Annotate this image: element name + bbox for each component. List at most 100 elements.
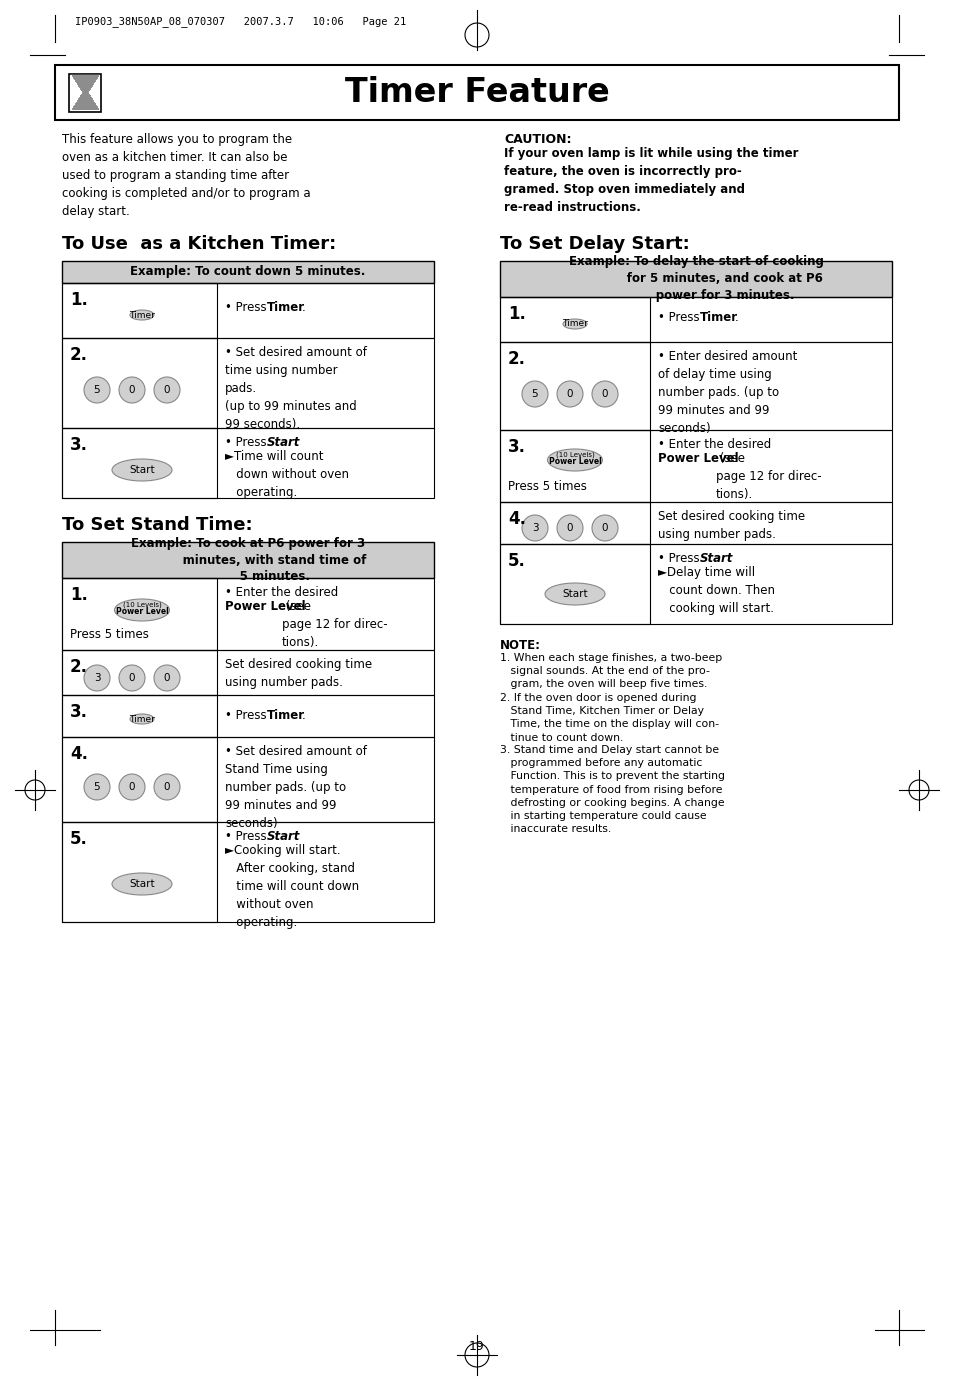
Text: To Set Stand Time:: To Set Stand Time:	[62, 516, 253, 534]
Ellipse shape	[112, 873, 172, 895]
Bar	[62, 650, 434, 696]
Text: To Set Delay Start:: To Set Delay Start:	[499, 235, 689, 253]
Text: • Enter the desired: • Enter the desired	[658, 438, 770, 469]
Text: • Press: • Press	[225, 301, 270, 314]
Text: (see
page 12 for direc-
tions).: (see page 12 for direc- tions).	[716, 452, 821, 501]
Circle shape	[25, 780, 45, 799]
Text: 19: 19	[469, 1340, 484, 1353]
Text: Start: Start	[129, 880, 154, 889]
Text: Power Level: Power Level	[658, 452, 738, 465]
Circle shape	[557, 514, 582, 541]
Text: ►Cooking will start.
   After cooking, stand
   time will count down
   without : ►Cooking will start. After cooking, stan…	[225, 844, 358, 929]
Text: Set desired cooking time
using number pads.: Set desired cooking time using number pa…	[658, 510, 804, 541]
Circle shape	[521, 514, 547, 541]
Text: Start: Start	[561, 589, 587, 599]
Circle shape	[521, 380, 547, 407]
Bar	[499, 297, 649, 342]
Bar	[62, 822, 434, 922]
Text: Timer: Timer	[267, 709, 305, 722]
Circle shape	[119, 378, 145, 402]
Text: Timer: Timer	[561, 319, 587, 329]
Text: 0: 0	[566, 389, 573, 400]
Bar	[62, 284, 434, 337]
Text: CAUTION:: CAUTION:	[503, 133, 571, 147]
Text: 0: 0	[129, 384, 135, 396]
Bar	[62, 337, 216, 427]
Ellipse shape	[112, 459, 172, 481]
Bar	[62, 822, 216, 922]
Bar	[499, 297, 891, 342]
Text: 5.: 5.	[70, 830, 88, 848]
Text: 3.: 3.	[70, 436, 88, 454]
Bar	[499, 342, 649, 430]
Ellipse shape	[114, 599, 170, 621]
Text: 0: 0	[566, 523, 573, 532]
Bar	[62, 284, 216, 337]
Text: Timer Feature: Timer Feature	[344, 76, 609, 108]
Text: • Enter desired amount
of delay time using
number pads. (up to
99 minutes and 99: • Enter desired amount of delay time usi…	[658, 350, 797, 436]
Ellipse shape	[547, 449, 602, 472]
Circle shape	[84, 378, 110, 402]
Text: Timer: Timer	[267, 301, 305, 314]
Text: 5: 5	[531, 389, 537, 400]
Text: To Use  as a Kitchen Timer:: To Use as a Kitchen Timer:	[62, 235, 335, 253]
Text: Press 5 times: Press 5 times	[507, 480, 586, 492]
Text: • Press: • Press	[225, 830, 270, 844]
Text: Timer: Timer	[700, 311, 738, 324]
Bar	[499, 342, 891, 430]
Text: Start: Start	[267, 436, 300, 449]
Text: ►Delay time will
   count down. Then
   cooking will start.: ►Delay time will count down. Then cookin…	[658, 566, 774, 615]
Text: • Set desired amount of
Stand Time using
number pads. (up to
99 minutes and 99
s: • Set desired amount of Stand Time using…	[225, 745, 367, 830]
Bar	[62, 737, 434, 822]
Text: 2.: 2.	[507, 350, 525, 368]
Text: • Enter the desired: • Enter the desired	[225, 586, 338, 617]
Bar	[499, 502, 649, 544]
Bar	[62, 337, 434, 427]
Text: 2. If the oven door is opened during
   Stand Time, Kitchen Timer or Delay
   Ti: 2. If the oven door is opened during Sta…	[499, 693, 719, 743]
Text: Timer: Timer	[129, 311, 154, 319]
Text: 1. When each stage finishes, a two-beep
   signal sounds. At the end of the pro-: 1. When each stage finishes, a two-beep …	[499, 653, 721, 689]
Circle shape	[557, 380, 582, 407]
Bar	[62, 578, 216, 650]
Text: 1.: 1.	[70, 586, 88, 604]
Circle shape	[153, 378, 180, 402]
Text: .: .	[734, 311, 738, 324]
Text: .: .	[302, 301, 305, 314]
Circle shape	[153, 774, 180, 799]
Text: (see
page 12 for direc-
tions).: (see page 12 for direc- tions).	[282, 600, 387, 649]
Text: 0: 0	[601, 523, 608, 532]
Text: • Press: • Press	[658, 552, 702, 566]
Text: • Set desired amount of
time using number
pads.
(up to 99 minutes and
99 seconds: • Set desired amount of time using numbe…	[225, 346, 367, 431]
Circle shape	[464, 1343, 489, 1366]
Text: 5: 5	[93, 781, 100, 792]
Text: Example: To delay the start of cooking
              for 5 minutes, and cook at : Example: To delay the start of cooking f…	[568, 256, 822, 303]
Text: 2.: 2.	[70, 658, 88, 676]
Circle shape	[908, 780, 928, 799]
Circle shape	[119, 665, 145, 692]
Bar	[499, 430, 649, 502]
Text: 2.: 2.	[70, 346, 88, 364]
Circle shape	[464, 24, 489, 47]
Circle shape	[84, 665, 110, 692]
Text: Press 5 times: Press 5 times	[70, 628, 149, 640]
Ellipse shape	[130, 714, 153, 723]
Bar	[62, 427, 434, 498]
Circle shape	[592, 514, 618, 541]
Text: Power Level: Power Level	[548, 458, 600, 466]
Text: 0: 0	[129, 674, 135, 683]
Bar	[62, 696, 216, 737]
Bar	[499, 502, 891, 544]
Bar	[62, 261, 434, 284]
Bar	[499, 261, 891, 297]
Bar	[69, 75, 101, 112]
Text: ►Time will count
   down without oven
   operating.: ►Time will count down without oven opera…	[225, 449, 349, 499]
Text: Power Level: Power Level	[115, 607, 168, 617]
Bar	[62, 427, 216, 498]
Text: Example: To cook at P6 power for 3
             minutes, with stand time of
    : Example: To cook at P6 power for 3 minut…	[130, 537, 366, 584]
Text: 1.: 1.	[507, 306, 525, 324]
Circle shape	[119, 774, 145, 799]
Circle shape	[84, 774, 110, 799]
Text: If your oven lamp is lit while using the timer
feature, the oven is incorrectly : If your oven lamp is lit while using the…	[503, 147, 798, 214]
Text: Set desired cooking time
using number pads.: Set desired cooking time using number pa…	[225, 658, 372, 689]
Text: Start: Start	[700, 552, 733, 566]
